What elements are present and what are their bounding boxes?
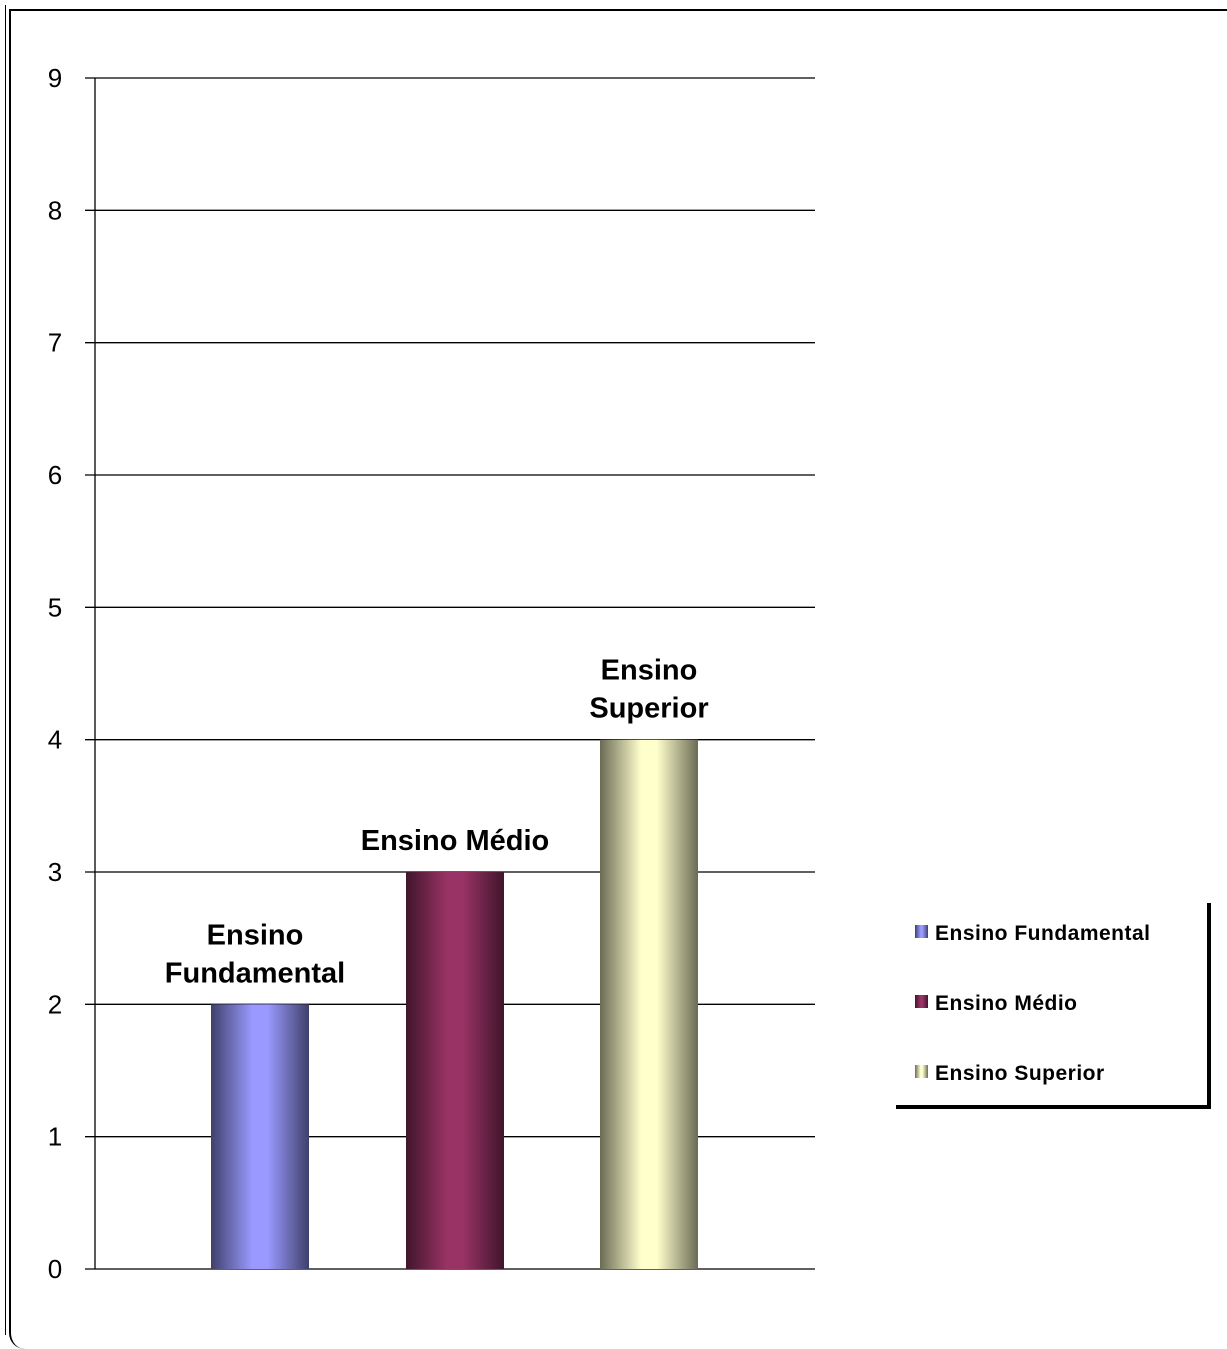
- data-label-ensino-medio-line-1: Ensino Médio: [361, 825, 550, 857]
- bar-ensino-fundamental: [211, 1004, 309, 1269]
- y-tick-label-2: 2: [48, 989, 62, 1019]
- legend: Ensino Fundamental Ensino Médio Ensino Sup…: [896, 903, 1211, 1109]
- bar-ensino-superior: [600, 739, 698, 1269]
- y-tick-label-6: 6: [48, 460, 62, 490]
- y-tick-label-1: 1: [48, 1122, 62, 1152]
- y-tick-label-3: 3: [48, 857, 62, 887]
- y-tick-label-9: 9: [48, 63, 62, 93]
- legend-swatch-ensino-superior: [915, 1065, 928, 1078]
- legend-swatch-ensino-medio: [915, 995, 928, 1008]
- y-tick-label-8: 8: [48, 195, 62, 225]
- data-label-ensino-superior-line-2: Superior: [589, 693, 708, 725]
- legend-label-ensino-superior: Ensino Superior: [935, 1062, 1105, 1085]
- data-label-ensino-fundamental-line-2: Fundamental: [165, 957, 345, 989]
- y-axis-tick-labels: 0 1 2 3 4 5 6 7 8 9: [48, 63, 62, 1284]
- y-tick-label-0: 0: [48, 1254, 62, 1284]
- bar-ensino-medio: [406, 872, 504, 1269]
- y-tick-label-4: 4: [48, 725, 62, 755]
- bars: [211, 739, 698, 1269]
- legend-label-ensino-fundamental: Ensino Fundamental: [935, 922, 1151, 945]
- legend-swatch-ensino-fundamental: [915, 925, 928, 938]
- data-label-ensino-fundamental-line-1: Ensino: [207, 919, 304, 951]
- data-label-ensino-superior-line-1: Ensino: [601, 655, 698, 687]
- y-tick-label-7: 7: [48, 328, 62, 358]
- legend-label-ensino-medio: Ensino Médio: [935, 992, 1078, 1015]
- chart-frame: [5, 5, 1227, 1349]
- data-labels: Ensino Fundamental Ensino Médio Ensino Super…: [165, 655, 709, 990]
- y-tick-label-5: 5: [48, 592, 62, 622]
